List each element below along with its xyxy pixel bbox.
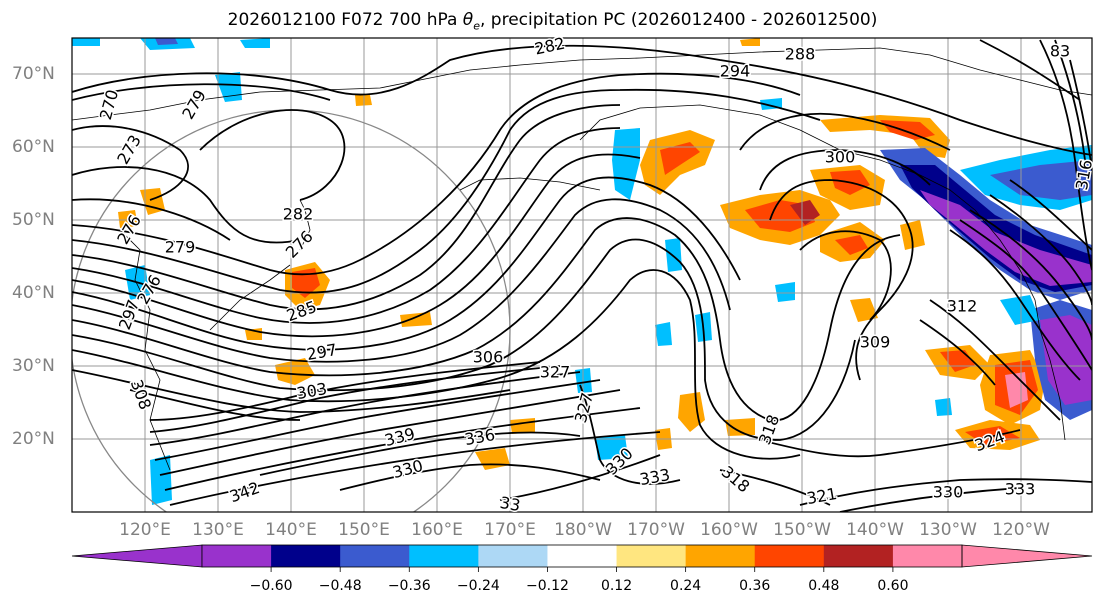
contour-label: 327	[540, 363, 571, 382]
colorbar-segment	[271, 545, 341, 567]
colorbar-tick-label: −0.36	[387, 578, 431, 594]
colorbar-over-triangle	[961, 544, 1093, 568]
colorbar-segment	[823, 545, 894, 567]
lon-label: 170°E	[484, 520, 536, 540]
lon-label: 130°W	[919, 520, 977, 540]
contour-label: 309	[860, 333, 891, 352]
contour-label: 333	[1005, 480, 1036, 499]
contour-label: 330	[933, 483, 964, 502]
colorbar-segment	[616, 545, 687, 567]
figure-title: 2026012100 F072 700 hPa θe, precipitatio…	[227, 10, 878, 33]
colorbar-tick-label: −0.48	[318, 578, 362, 594]
colorbar	[71, 544, 1093, 572]
theta-e-contours	[72, 39, 1092, 512]
contour-label: 288	[785, 45, 816, 64]
colorbar-segment	[340, 545, 410, 567]
colorbar-segment	[409, 545, 479, 567]
contour-label: 300	[825, 148, 856, 167]
colorbar-tick-label: 0.60	[877, 578, 909, 594]
lat-label: 40°N	[12, 283, 55, 303]
lon-label: 140°W	[846, 520, 904, 540]
map-frame	[71, 37, 1093, 513]
lat-label: 60°N	[12, 137, 55, 157]
colorbar-segment	[685, 545, 756, 567]
lon-label: 120°W	[992, 520, 1050, 540]
contour-label: 282	[283, 205, 314, 224]
colorbar-segment	[892, 545, 963, 567]
lon-label: 120°E	[119, 520, 171, 540]
colorbar-tick-label: 0.48	[808, 578, 840, 594]
lon-label: 160°E	[411, 520, 463, 540]
colorbar-segment	[547, 545, 618, 567]
lon-label: 170°W	[627, 520, 685, 540]
lon-label: 140°E	[265, 520, 317, 540]
contour-label: 279	[165, 238, 196, 257]
contour-label: 83	[1050, 42, 1070, 61]
colorbar-tick-label: −0.24	[456, 578, 500, 594]
colorbar-segment	[202, 545, 272, 567]
contour-label: 306	[473, 348, 504, 367]
colorbar-frame	[201, 544, 963, 568]
lon-label: 160°W	[700, 520, 758, 540]
map-background	[72, 38, 1092, 512]
colorbar-segment	[754, 545, 825, 567]
lon-label: 150°E	[338, 520, 390, 540]
lon-label: 180°W	[554, 520, 612, 540]
lat-label: 30°N	[12, 356, 55, 376]
lat-label: 50°N	[12, 210, 55, 230]
contour-label: 294	[720, 62, 751, 81]
colorbar-tick-label: −0.60	[249, 578, 293, 594]
contour-label: 282	[533, 34, 567, 59]
lat-label: 20°N	[12, 429, 55, 449]
colorbar-tick-label: −0.12	[526, 578, 569, 594]
colorbar-tick-label: 0.12	[600, 578, 633, 594]
lon-label: 150°W	[773, 520, 831, 540]
contour-label: 312	[947, 297, 978, 316]
lon-label: 130°E	[192, 520, 244, 540]
contour-label: 33	[498, 493, 521, 515]
lat-label: 70°N	[12, 64, 55, 84]
colorbar-tick-label: 0.36	[739, 578, 771, 594]
colorbar-segment	[478, 545, 548, 567]
colorbar-tick-label: 0.24	[670, 578, 702, 594]
colorbar-under-triangle	[71, 544, 203, 568]
